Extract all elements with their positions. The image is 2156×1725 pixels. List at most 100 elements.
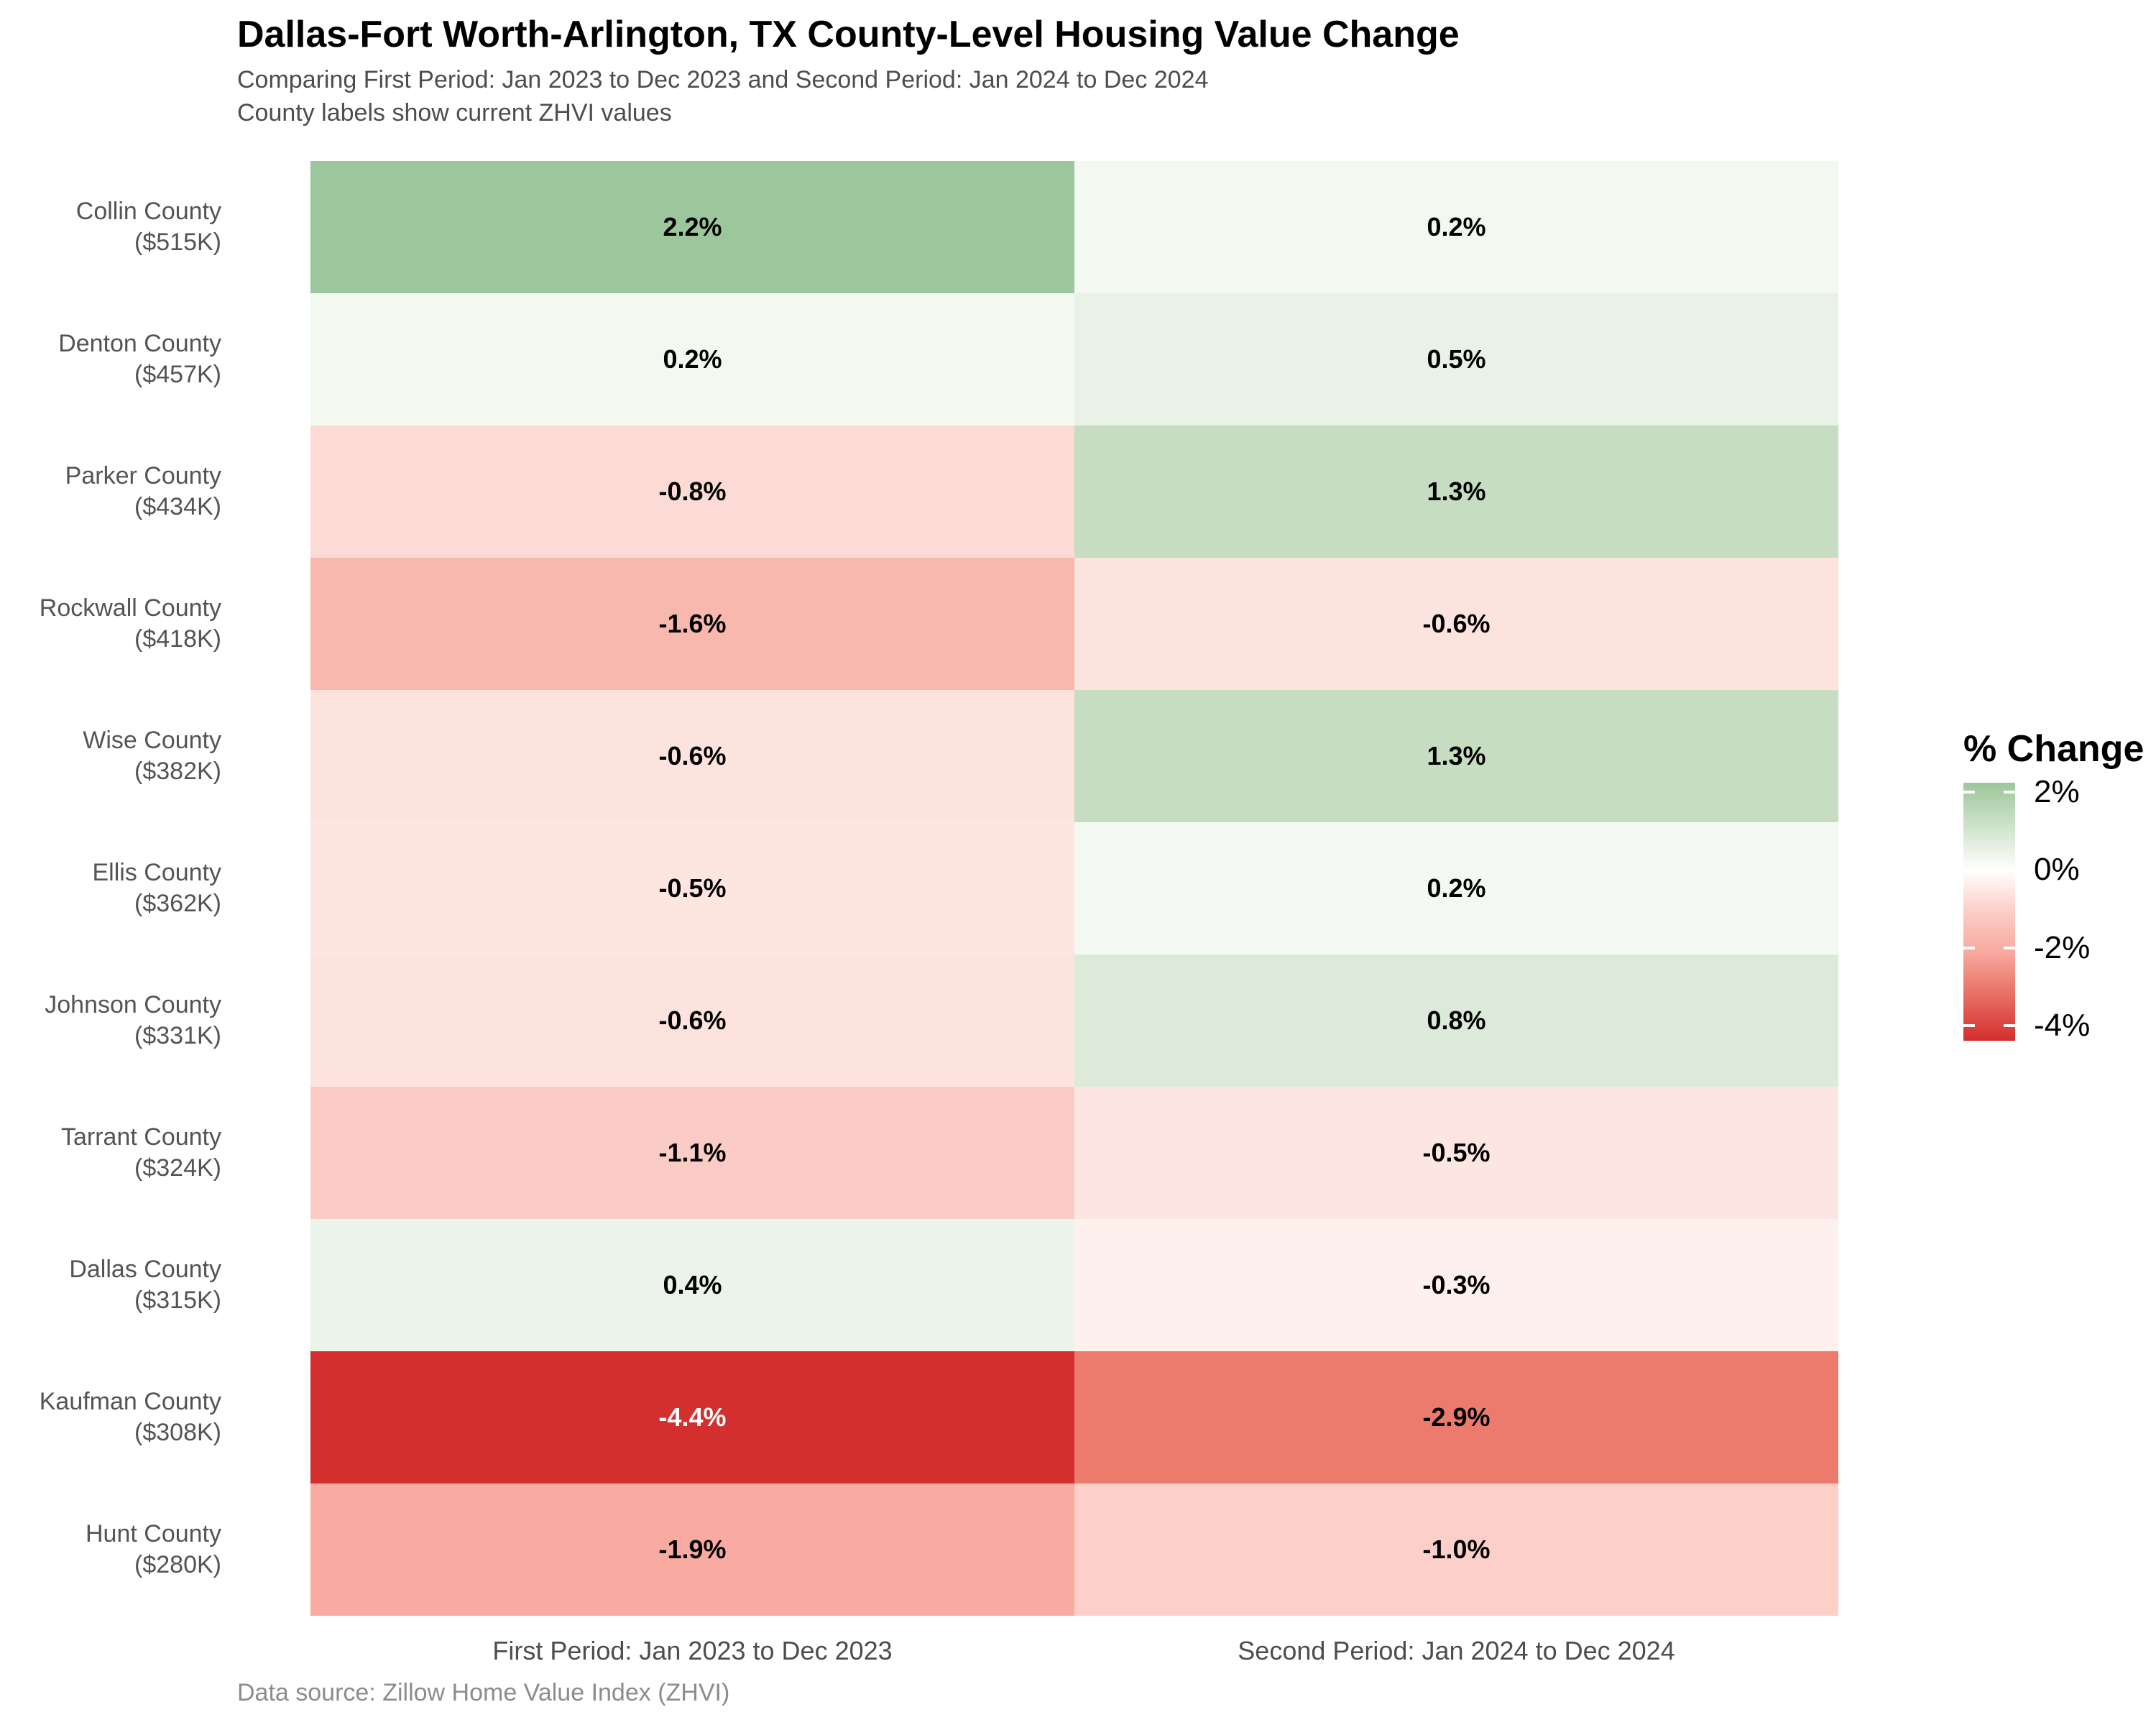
county-name: Kaufman County — [39, 1388, 221, 1415]
legend-gradient-bar — [1963, 783, 2015, 1041]
chart-subtitle-line2: County labels show current ZHVI values — [237, 99, 672, 126]
data-source-caption: Data source: Zillow Home Value Index (ZH… — [237, 1679, 730, 1706]
heatmap-cell: -1.6% — [310, 558, 1074, 690]
row-label: Rockwall County ($418K) — [0, 558, 221, 690]
legend-tick-label: 0% — [2034, 851, 2080, 887]
x-axis-label: Second Period: Jan 2024 to Dec 2024 — [1238, 1636, 1675, 1665]
legend-tick-mark — [2004, 1024, 2015, 1028]
cell-value-label: -1.1% — [658, 1138, 727, 1167]
legend-tick-label: -4% — [2034, 1008, 2091, 1044]
legend-tick-mark — [1963, 790, 1975, 794]
cell-value-label: -0.6% — [658, 1006, 727, 1035]
county-zhvi-value: ($418K) — [134, 625, 221, 653]
row-label: Hunt County ($280K) — [0, 1484, 221, 1616]
county-name: Johnson County — [45, 991, 221, 1018]
cell-value-label: 1.3% — [1427, 741, 1486, 770]
cell-value-label: 2.2% — [663, 212, 722, 242]
legend-tick-mark — [1963, 947, 1975, 950]
row-label: Parker County ($434K) — [0, 426, 221, 558]
heatmap-cell: -0.5% — [310, 822, 1074, 954]
x-axis-labels: First Period: Jan 2023 to Dec 2023 Second… — [310, 1636, 1838, 1666]
county-name: Hunt County — [86, 1520, 221, 1547]
cell-value-label: -1.9% — [658, 1535, 727, 1564]
cell-value-label: -1.0% — [1422, 1535, 1491, 1564]
heatmap-cell: 1.3% — [1074, 690, 1838, 822]
heatmap-cell: -0.5% — [1074, 1087, 1838, 1219]
county-name: Parker County — [65, 462, 221, 489]
cell-value-label: 0.4% — [663, 1270, 722, 1300]
chart-subtitle-line1: Comparing First Period: Jan 2023 to Dec … — [237, 66, 1209, 93]
row-label: Kaufman County ($308K) — [0, 1351, 221, 1484]
cell-value-label: -0.5% — [658, 873, 727, 903]
county-zhvi-value: ($324K) — [134, 1154, 221, 1182]
cell-value-label: -0.5% — [1422, 1138, 1491, 1167]
legend-tick-mark — [2004, 868, 2015, 871]
heatmap-cell: -0.8% — [310, 426, 1074, 558]
legend-tick-label: -2% — [2034, 930, 2091, 966]
heatmap-grid: 2.2% 0.2% 0.2% 0.5% -0.8% 1.3% -1.6% -0.6% -0.6%… — [310, 161, 1838, 1616]
county-name: Denton County — [58, 330, 221, 357]
cell-value-label: 1.3% — [1427, 477, 1486, 506]
cell-value-label: -0.6% — [658, 741, 727, 770]
heatmap-cell: -1.0% — [1074, 1484, 1838, 1616]
y-axis-labels: Collin County ($515K) Denton County ($457K)… — [0, 161, 221, 1616]
legend-tick-mark — [2004, 947, 2015, 950]
legend-tick-mark — [2004, 790, 2015, 794]
county-zhvi-value: ($457K) — [134, 361, 221, 388]
heatmap-cell: -0.6% — [1074, 558, 1838, 690]
heatmap-cell: -1.9% — [310, 1484, 1074, 1616]
row-label: Dallas County ($315K) — [0, 1219, 221, 1351]
county-name: Dallas County — [69, 1256, 221, 1283]
row-label: Johnson County ($331K) — [0, 954, 221, 1087]
row-label: Ellis County ($362K) — [0, 822, 221, 954]
heatmap-cell: -0.6% — [310, 690, 1074, 822]
cell-value-label: 0.2% — [663, 344, 722, 374]
county-zhvi-value: ($362K) — [134, 890, 221, 917]
legend-title: % Change — [1963, 728, 2145, 770]
heatmap-cell: 0.2% — [1074, 161, 1838, 293]
county-zhvi-value: ($331K) — [134, 1022, 221, 1049]
county-zhvi-value: ($308K) — [134, 1419, 221, 1446]
row-label: Wise County ($382K) — [0, 690, 221, 822]
county-name: Rockwall County — [39, 594, 221, 622]
x-axis-label: First Period: Jan 2023 to Dec 2023 — [492, 1636, 893, 1665]
county-zhvi-value: ($515K) — [134, 229, 221, 256]
heatmap-cell: -4.4% — [310, 1351, 1074, 1484]
cell-value-label: -4.4% — [658, 1402, 727, 1432]
county-name: Collin County — [75, 198, 221, 225]
legend-tick-mark — [1963, 1024, 1975, 1028]
heatmap-cell: -0.6% — [310, 954, 1074, 1087]
row-label: Denton County ($457K) — [0, 293, 221, 426]
county-zhvi-value: ($280K) — [134, 1551, 221, 1578]
cell-value-label: 0.2% — [1427, 212, 1486, 242]
cell-value-label: -0.8% — [658, 477, 727, 506]
heatmap-cell: -1.1% — [310, 1087, 1074, 1219]
county-name: Tarrant County — [61, 1123, 221, 1151]
cell-value-label: -0.3% — [1422, 1270, 1491, 1300]
heatmap-cell: 0.2% — [310, 293, 1074, 426]
cell-value-label: -0.6% — [1422, 609, 1491, 638]
heatmap-cell: 0.2% — [1074, 822, 1838, 954]
heatmap-cell: -0.3% — [1074, 1219, 1838, 1351]
heatmap-cell: 1.3% — [1074, 426, 1838, 558]
cell-value-label: -1.6% — [658, 609, 727, 638]
row-label: Tarrant County ($324K) — [0, 1087, 221, 1219]
county-zhvi-value: ($382K) — [134, 758, 221, 785]
cell-value-label: 0.5% — [1427, 344, 1486, 374]
heatmap-cell: 2.2% — [310, 161, 1074, 293]
county-zhvi-value: ($315K) — [134, 1287, 221, 1314]
heatmap-cell: 0.5% — [1074, 293, 1838, 426]
heatmap-cell: -2.9% — [1074, 1351, 1838, 1484]
county-zhvi-value: ($434K) — [134, 493, 221, 520]
legend-tick-mark — [1963, 868, 1975, 871]
chart-title: Dallas-Fort Worth-Arlington, TX County-L… — [237, 14, 1460, 55]
cell-value-label: 0.2% — [1427, 873, 1486, 903]
legend-tick-label: 2% — [2034, 773, 2080, 809]
legend: % Change 2% 0% -2% -4% — [1963, 727, 2156, 1058]
row-label: Collin County ($515K) — [0, 161, 221, 293]
county-name: Ellis County — [92, 859, 221, 886]
cell-value-label: 0.8% — [1427, 1006, 1486, 1035]
heatmap-cell: 0.8% — [1074, 954, 1838, 1087]
heatmap-cell: 0.4% — [310, 1219, 1074, 1351]
